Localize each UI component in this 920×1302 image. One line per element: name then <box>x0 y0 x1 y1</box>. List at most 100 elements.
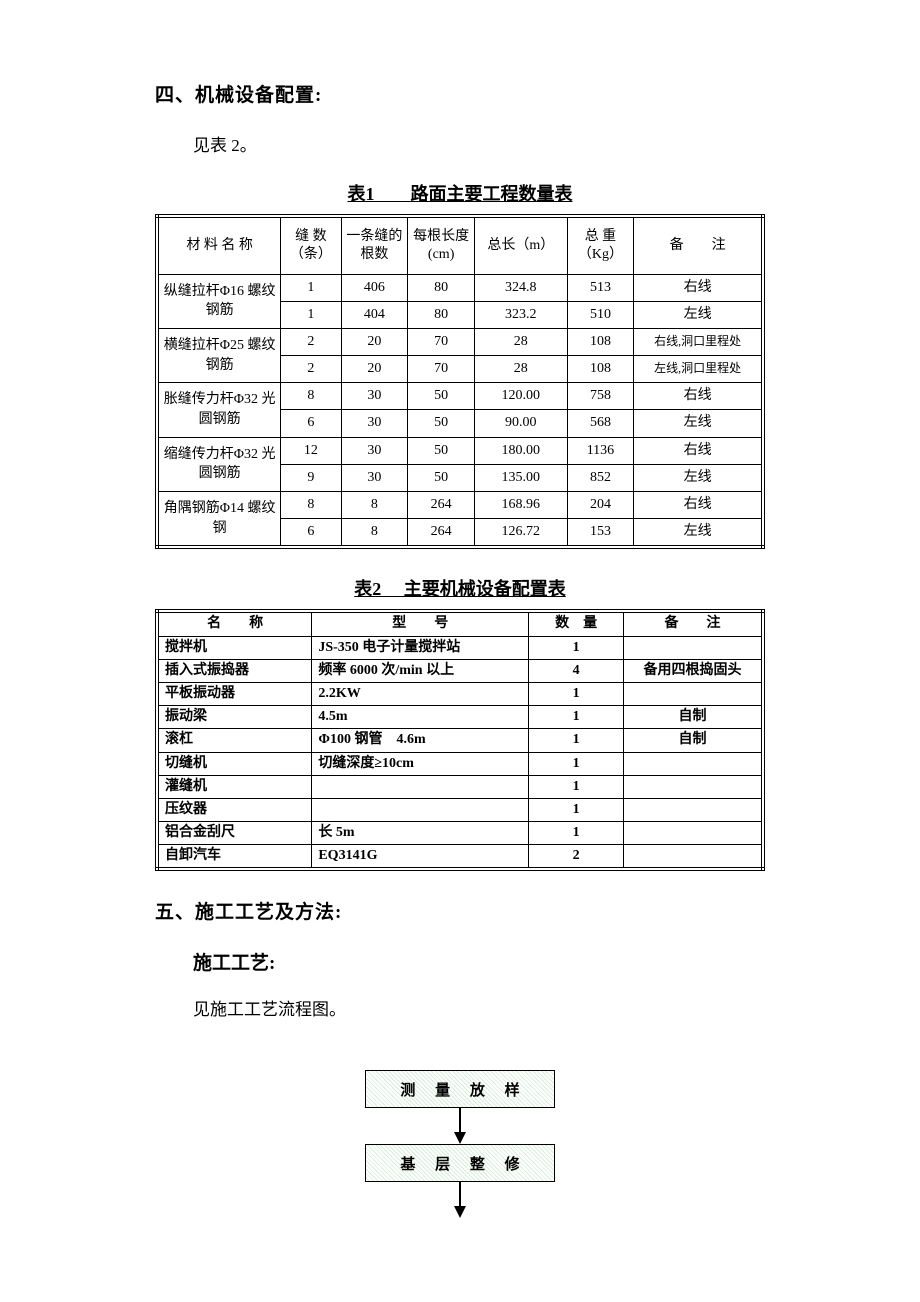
table-row: 缩缝传力杆Φ32 光圆钢筋123050180.001136右线 <box>157 437 763 464</box>
table-1-remark-cell: 左线 <box>634 519 763 548</box>
table-2-name-cell: 平板振动器 <box>157 682 312 705</box>
table-1-name-cell: 胀缝传力杆Φ32 光圆钢筋 <box>157 383 281 437</box>
table-2-name-cell: 压纹器 <box>157 798 312 821</box>
table-cell: 80 <box>408 274 475 301</box>
table-2-remark-cell: 自制 <box>624 706 763 729</box>
table-2-title: 表2 主要机械设备配置表 <box>155 575 765 601</box>
table-row: 搅拌机JS-350 电子计量搅拌站1 <box>157 636 763 659</box>
table-1-th-perseam: 一条缝的根数 <box>341 216 408 274</box>
table-2-name-cell: 自卸汽车 <box>157 845 312 870</box>
table-2-wrap: 名 称 型 号 数 量 备 注 搅拌机JS-350 电子计量搅拌站1插入式振捣器… <box>155 609 765 871</box>
table-cell: 180.00 <box>475 437 568 464</box>
table-cell: 8 <box>341 519 408 548</box>
table-cell: 120.00 <box>475 383 568 410</box>
table-cell: 30 <box>341 410 408 437</box>
table-2-model-cell: JS-350 电子计量搅拌站 <box>312 636 529 659</box>
table-cell: 30 <box>341 464 408 491</box>
table-1-th-seam: 缝 数（条） <box>281 216 341 274</box>
table-1-name-cell: 缩缝传力杆Φ32 光圆钢筋 <box>157 437 281 491</box>
table-2-model-cell <box>312 798 529 821</box>
table-row: 振动梁4.5m1自制 <box>157 706 763 729</box>
table-1-remark-cell: 右线 <box>634 492 763 519</box>
table-cell: 2 <box>281 356 341 383</box>
table-2-th-qty: 数 量 <box>529 611 624 636</box>
table-2-qty-cell: 1 <box>529 636 624 659</box>
table-2-name-cell: 灌缝机 <box>157 775 312 798</box>
table-cell: 264 <box>408 519 475 548</box>
table-row: 胀缝传力杆Φ32 光圆钢筋83050120.00758右线 <box>157 383 763 410</box>
table-2-model-cell: 频率 6000 次/min 以上 <box>312 659 529 682</box>
table-cell: 204 <box>567 492 634 519</box>
table-cell: 1 <box>281 274 341 301</box>
table-cell: 513 <box>567 274 634 301</box>
table-2-qty-cell: 2 <box>529 845 624 870</box>
table-2-qty-cell: 1 <box>529 775 624 798</box>
table-cell: 70 <box>408 356 475 383</box>
table-row: 切缝机切缝深度≥10cm1 <box>157 752 763 775</box>
table-2-remark-cell <box>624 798 763 821</box>
table-cell: 135.00 <box>475 464 568 491</box>
table-cell: 2 <box>281 328 341 355</box>
table-cell: 323.2 <box>475 301 568 328</box>
table-2-model-cell <box>312 775 529 798</box>
table-cell: 50 <box>408 437 475 464</box>
table-1-th-name: 材 料 名 称 <box>157 216 281 274</box>
table-1-remark-cell: 左线 <box>634 464 763 491</box>
table-2-qty-cell: 1 <box>529 822 624 845</box>
flow-node: 测 量 放 样 <box>365 1070 555 1108</box>
table-cell: 108 <box>567 328 634 355</box>
table-2-th-remark: 备 注 <box>624 611 763 636</box>
table-1-wrap: 材 料 名 称 缝 数（条） 一条缝的根数 每根长度(cm) 总长（m） 总 重… <box>155 214 765 549</box>
section-5-sub: 施工工艺: <box>193 948 765 975</box>
flow-node: 基 层 整 修 <box>365 1144 555 1182</box>
table-cell: 20 <box>341 356 408 383</box>
table-cell: 12 <box>281 437 341 464</box>
table-cell: 1136 <box>567 437 634 464</box>
table-2-qty-cell: 1 <box>529 729 624 752</box>
table-cell: 8 <box>281 383 341 410</box>
table-1-name-cell: 横缝拉杆Φ25 螺纹钢筋 <box>157 328 281 382</box>
table-2-name-cell: 滚杠 <box>157 729 312 752</box>
table-1-name-cell: 角隅钢筋Φ14 螺纹钢 <box>157 492 281 548</box>
table-cell: 50 <box>408 410 475 437</box>
table-cell: 50 <box>408 383 475 410</box>
table-cell: 852 <box>567 464 634 491</box>
table-2-remark-cell <box>624 752 763 775</box>
table-1-remark-cell: 左线 <box>634 410 763 437</box>
table-2-model-cell: Φ100 钢管 4.6m <box>312 729 529 752</box>
section-5-heading: 五、施工工艺及方法: <box>155 897 765 924</box>
table-1-th-len: 每根长度(cm) <box>408 216 475 274</box>
table-2-model-cell: 2.2KW <box>312 682 529 705</box>
table-row: 铝合金刮尺长 5m1 <box>157 822 763 845</box>
table-1-head: 材 料 名 称 缝 数（条） 一条缝的根数 每根长度(cm) 总长（m） 总 重… <box>157 216 763 274</box>
table-2-name-cell: 切缝机 <box>157 752 312 775</box>
table-row: 滚杠Φ100 钢管 4.6m1自制 <box>157 729 763 752</box>
table-cell: 264 <box>408 492 475 519</box>
table-cell: 758 <box>567 383 634 410</box>
table-2-remark-cell <box>624 822 763 845</box>
table-cell: 510 <box>567 301 634 328</box>
table-1-title: 表1 路面主要工程数量表 <box>155 180 765 206</box>
table-cell: 8 <box>341 492 408 519</box>
table-1-th-remark: 备 注 <box>634 216 763 274</box>
table-cell: 30 <box>341 437 408 464</box>
table-cell: 30 <box>341 383 408 410</box>
table-2-remark-cell: 备用四根捣固头 <box>624 659 763 682</box>
flow-arrow <box>459 1108 461 1144</box>
table-2-remark-cell: 自制 <box>624 729 763 752</box>
flowchart: 测 量 放 样基 层 整 修 <box>155 1070 765 1218</box>
table-1-body: 纵缝拉杆Φ16 螺纹钢筋140680324.8513右线140480323.25… <box>157 274 763 547</box>
table-cell: 126.72 <box>475 519 568 548</box>
table-1-remark-cell: 右线 <box>634 437 763 464</box>
table-cell: 80 <box>408 301 475 328</box>
table-1-remark-cell: 右线 <box>634 274 763 301</box>
table-2-qty-cell: 1 <box>529 798 624 821</box>
section-4-body: 见表 2。 <box>193 131 765 156</box>
table-cell: 153 <box>567 519 634 548</box>
table-2-qty-cell: 4 <box>529 659 624 682</box>
table-2-th-name: 名 称 <box>157 611 312 636</box>
table-1-name-cell: 纵缝拉杆Φ16 螺纹钢筋 <box>157 274 281 328</box>
table-row: 纵缝拉杆Φ16 螺纹钢筋140680324.8513右线 <box>157 274 763 301</box>
table-row: 平板振动器2.2KW1 <box>157 682 763 705</box>
table-2-body: 搅拌机JS-350 电子计量搅拌站1插入式振捣器频率 6000 次/min 以上… <box>157 636 763 869</box>
